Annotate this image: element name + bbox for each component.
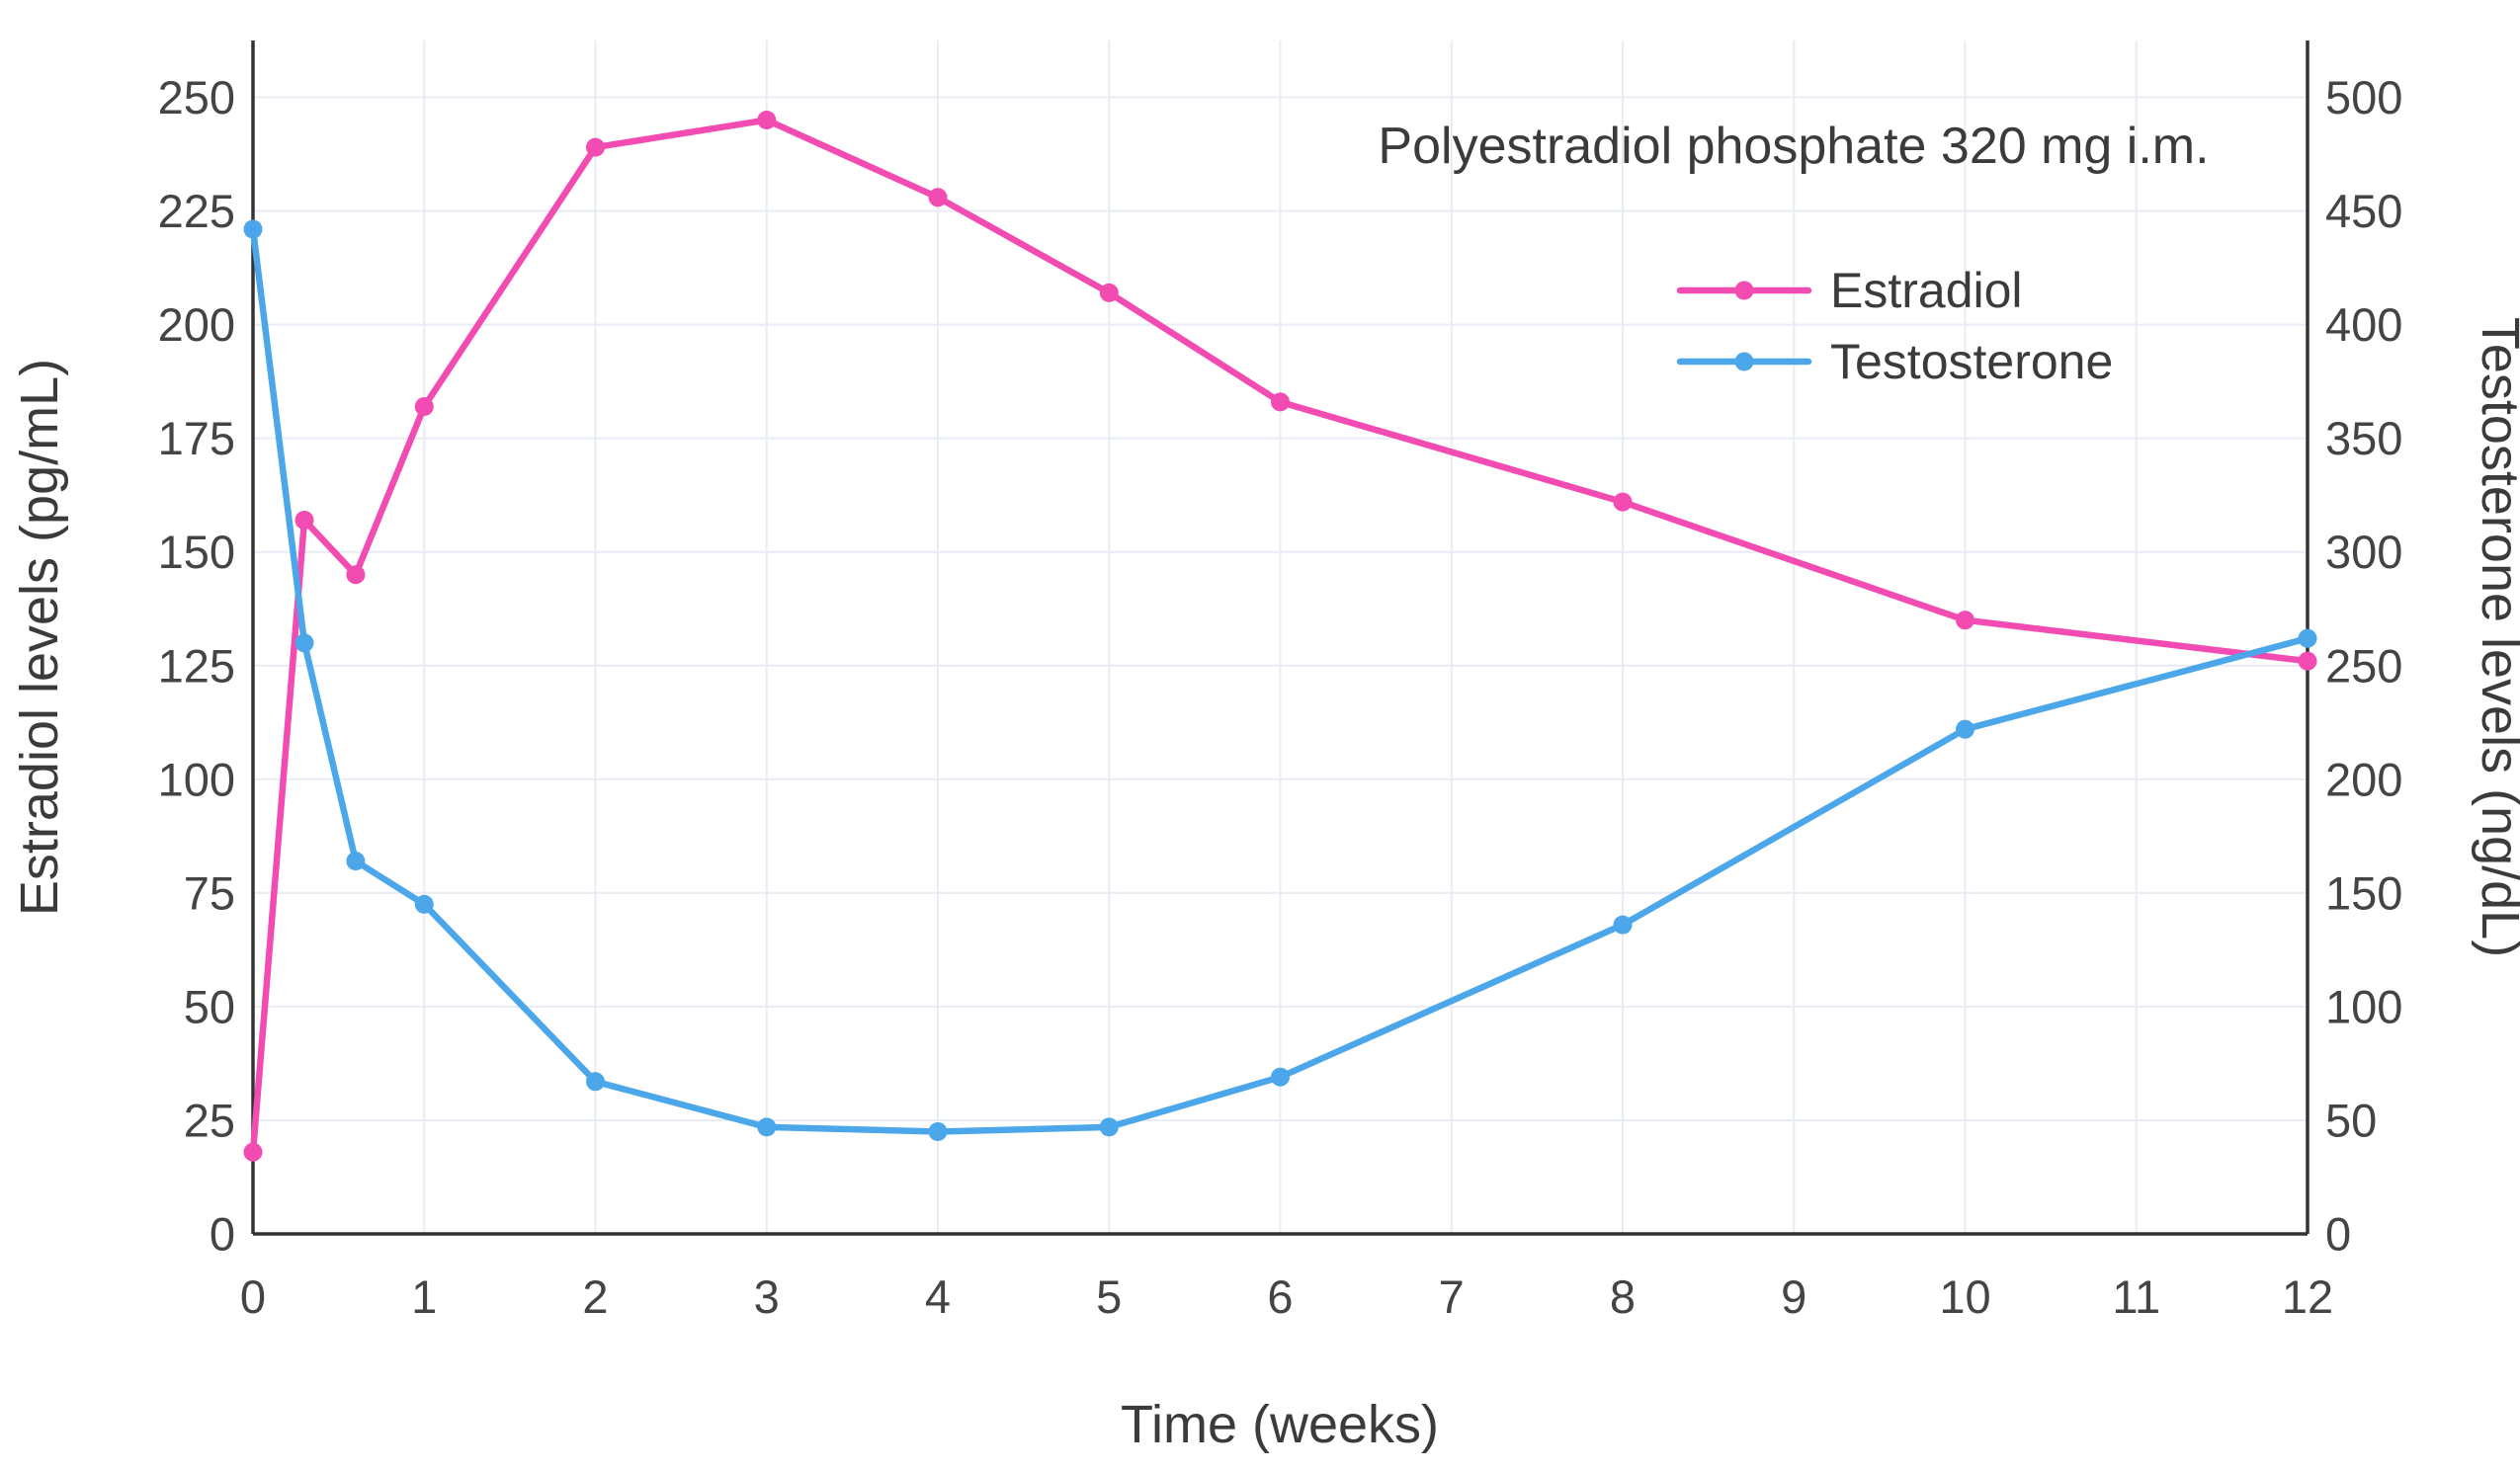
data-point-estradiol [2298, 651, 2317, 671]
data-point-testosterone [346, 852, 366, 871]
y-tick-label-left: 50 [184, 980, 235, 1032]
series-line-testosterone [249, 225, 2311, 1135]
y-tick-label-left: 100 [158, 753, 235, 805]
data-point-estradiol [243, 1142, 263, 1162]
legend-item-testosterone[interactable]: Testosterone [1676, 334, 2113, 389]
x-tick-label: 7 [1439, 1270, 1465, 1323]
data-point-testosterone [586, 1072, 605, 1092]
legend-marker [1734, 281, 1754, 300]
series-layer [243, 111, 2317, 1162]
data-point-estradiol [346, 565, 366, 585]
y-tick-label-left: 150 [158, 526, 235, 578]
y-tick-label-right: 0 [2325, 1208, 2351, 1261]
data-point-testosterone [928, 1122, 948, 1141]
data-point-estradiol [1956, 611, 1974, 630]
y-tick-label-left: 250 [158, 71, 235, 123]
data-point-estradiol [1613, 492, 1633, 512]
x-tick-label: 3 [754, 1270, 780, 1323]
annotation-title: Polyestradiol phosphate 320 mg i.m. [1378, 118, 2209, 175]
y-tick-label-left: 225 [158, 185, 235, 237]
data-point-estradiol [928, 188, 948, 207]
y-tick-label-right: 450 [2325, 185, 2402, 237]
y-tick-label-right: 300 [2325, 526, 2402, 578]
y-tick-label-right: 50 [2325, 1094, 2377, 1146]
data-point-testosterone [1613, 915, 1633, 935]
grid-layer [253, 41, 2308, 1234]
series-line-estradiol [249, 117, 2311, 1156]
data-point-estradiol [1271, 392, 1290, 412]
y-tick-label-left: 75 [184, 866, 235, 919]
y-tick-label-right: 250 [2325, 639, 2402, 692]
x-tick-label: 0 [240, 1270, 266, 1323]
y-axis-title-right: Testosterone levels (ng/dL) [2471, 317, 2520, 957]
data-point-estradiol [757, 111, 777, 129]
y-tick-label-right: 150 [2325, 866, 2402, 919]
data-point-testosterone [2298, 628, 2317, 648]
data-point-testosterone [243, 219, 263, 239]
y-tick-label-right: 500 [2325, 71, 2402, 123]
y-tick-label-left: 200 [158, 298, 235, 351]
x-tick-label: 1 [411, 1270, 437, 1323]
x-tick-label: 12 [2282, 1270, 2333, 1323]
data-point-estradiol [586, 137, 605, 157]
x-axis-title: Time (weeks) [1121, 1395, 1439, 1454]
data-point-testosterone [1956, 719, 1974, 739]
legend-label: Estradiol [1830, 263, 2023, 318]
legend-item-estradiol[interactable]: Estradiol [1676, 263, 2023, 318]
x-tick-label: 5 [1096, 1270, 1122, 1323]
data-point-testosterone [757, 1117, 777, 1137]
legend: Estradiol Testosterone [1676, 263, 2113, 389]
data-point-estradiol [294, 511, 314, 530]
legend-label: Testosterone [1830, 334, 2113, 389]
x-tick-label: 11 [2112, 1270, 2160, 1323]
y-tick-label-left: 125 [158, 639, 235, 692]
y-tick-label-left: 175 [158, 412, 235, 464]
y-tick-label-right: 100 [2325, 980, 2402, 1032]
data-point-testosterone [1099, 1117, 1119, 1137]
x-tick-label: 6 [1267, 1270, 1293, 1323]
data-point-estradiol [1099, 283, 1119, 302]
x-tick-label: 9 [1781, 1270, 1806, 1323]
y-tick-label-right: 350 [2325, 412, 2402, 464]
data-point-testosterone [294, 633, 314, 653]
data-point-testosterone [1271, 1067, 1290, 1087]
y-tick-label-right: 200 [2325, 753, 2402, 805]
y-axis-title-left: Estradiol levels (pg/mL) [10, 359, 69, 916]
x-tick-label: 4 [925, 1270, 951, 1323]
ticklabel-layer: 0255075100125150175200225250050100150200… [158, 71, 2403, 1323]
y-tick-label-right: 400 [2325, 298, 2402, 351]
legend-marker [1734, 352, 1754, 371]
x-tick-label: 2 [582, 1270, 608, 1323]
data-point-testosterone [414, 894, 434, 914]
x-tick-label: 8 [1610, 1270, 1636, 1323]
data-point-estradiol [414, 397, 434, 416]
y-tick-label-left: 25 [184, 1094, 235, 1146]
x-tick-label: 10 [1939, 1270, 1990, 1323]
y-tick-label-left: 0 [210, 1208, 235, 1261]
